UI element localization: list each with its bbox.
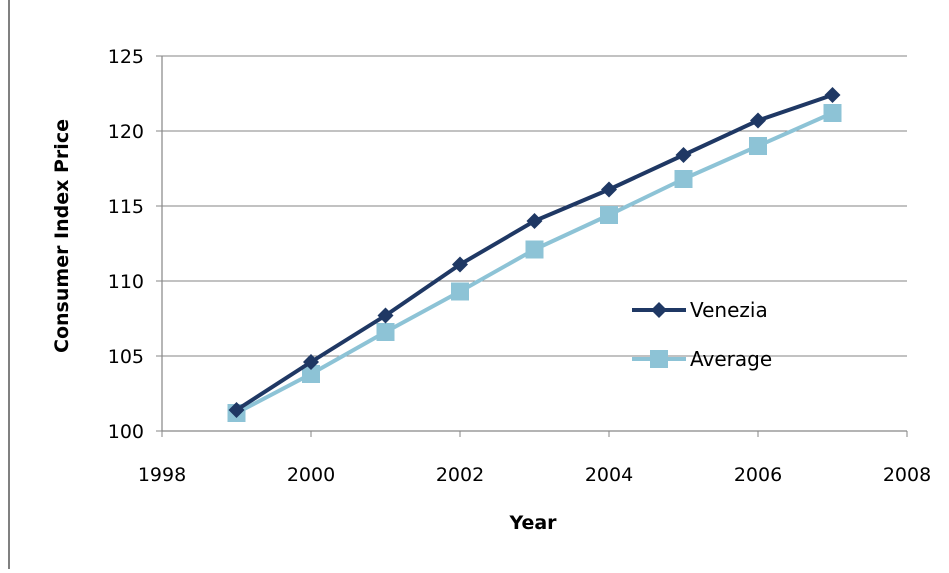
left-border-line (8, 0, 10, 569)
legend-marker-average (650, 350, 668, 368)
y-tick-label: 110 (108, 271, 144, 293)
legend-label-average: Average (690, 347, 772, 371)
data-point-average (823, 104, 842, 122)
data-point-venezia (526, 213, 543, 229)
data-point-average (749, 137, 767, 155)
data-point-average (600, 206, 618, 224)
data-point-venezia (750, 112, 766, 129)
data-point-venezia (452, 256, 468, 273)
data-point-venezia (824, 87, 841, 103)
y-tick-label: 125 (108, 46, 144, 68)
y-tick-label: 100 (108, 421, 144, 443)
x-tick-label: 1998 (138, 464, 186, 486)
x-tick-label: 2000 (287, 464, 335, 486)
y-axis-label: Consumer Index Price (51, 119, 73, 353)
x-tick-label: 2008 (883, 464, 931, 486)
data-point-average (376, 323, 395, 341)
legend-label-venezia: Venezia (690, 298, 768, 322)
data-point-venezia (377, 307, 394, 324)
data-point-average (674, 170, 693, 188)
y-tick-labels: 100 105 110 115 120 125 (108, 46, 144, 443)
data-point-average (302, 365, 320, 383)
gridlines (156, 55, 908, 437)
y-tick-label: 105 (108, 346, 144, 368)
data-point-venezia (303, 354, 319, 370)
y-tick-label: 115 (108, 196, 144, 218)
legend-marker-venezia (651, 302, 667, 318)
x-tick-label: 2004 (585, 464, 633, 486)
x-axis-label: Year (508, 512, 557, 534)
data-point-venezia (228, 402, 245, 418)
x-tick-label: 2002 (436, 464, 484, 486)
data-point-average (451, 282, 469, 301)
y-tick-label: 120 (108, 121, 144, 143)
series (227, 87, 842, 422)
x-tick-label: 2006 (734, 464, 782, 486)
x-tick-labels: 1998 2000 2002 2004 2006 2008 (138, 464, 931, 486)
data-point-average (525, 240, 544, 259)
legend: Venezia Average (632, 298, 772, 371)
axes (161, 56, 907, 432)
data-point-venezia (675, 147, 692, 163)
data-point-venezia (601, 181, 617, 198)
